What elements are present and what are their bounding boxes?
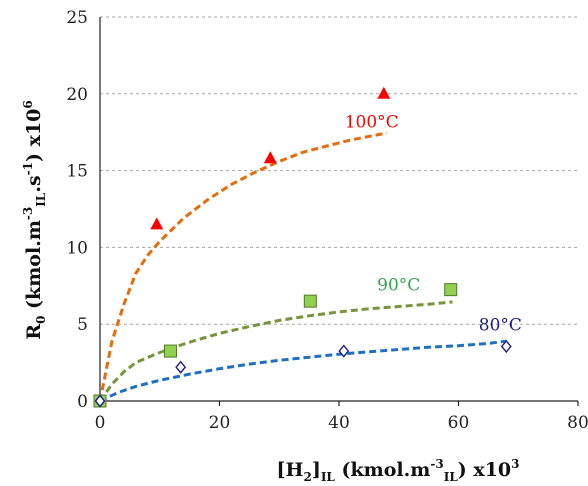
gridlines: [100, 16, 578, 325]
y-tick-label: 20: [66, 85, 88, 105]
x-axis-title: [H2]IL (kmol.m-3IL) x103: [277, 457, 520, 484]
y-tick-label: 10: [66, 238, 88, 258]
y-tick-label: 15: [66, 162, 88, 182]
diamond-marker: [338, 344, 350, 358]
fit-curve-3: [99, 339, 507, 403]
fit-curve-1: [98, 131, 388, 402]
series-label-1: 100°C: [345, 113, 399, 133]
triangle-marker: [150, 217, 164, 230]
series-label-2: 90°C: [377, 275, 420, 295]
y-tick-label: 0: [77, 392, 88, 412]
x-tick-label: 80: [567, 413, 588, 433]
series-labels: 100°C 90°C 80°C: [345, 113, 522, 336]
x-tick-label: 0: [95, 413, 106, 433]
square-marker: [444, 283, 458, 297]
fit-curves: [98, 131, 507, 403]
data-markers: [93, 86, 512, 408]
y-tick-label: 5: [77, 315, 88, 335]
diamond-marker: [500, 339, 512, 354]
y-tick-labels: 0 5 10 15 20 25: [66, 8, 88, 412]
y-tick-label: 25: [66, 8, 88, 28]
x-tick-label: 20: [209, 413, 231, 433]
triangle-marker: [377, 86, 391, 99]
series-label-3: 80°C: [479, 315, 522, 335]
square-marker: [303, 294, 317, 308]
diamond-marker: [94, 394, 106, 408]
y-axis-title: R0 (kmol.m-3IL.s-1) x106: [21, 100, 48, 339]
x-tick-label: 40: [328, 413, 350, 433]
fit-curve-2: [98, 300, 453, 402]
square-marker: [164, 344, 178, 358]
x-tick-label: 60: [448, 413, 470, 433]
triangle-marker: [263, 151, 277, 164]
diamond-marker: [175, 360, 187, 374]
x-tick-labels: 0 20 40 60 80: [95, 413, 588, 433]
